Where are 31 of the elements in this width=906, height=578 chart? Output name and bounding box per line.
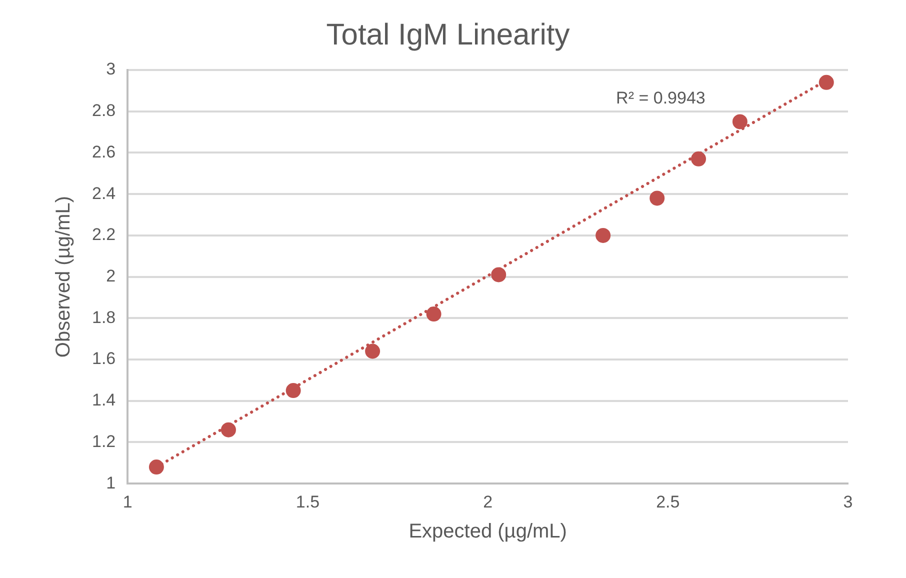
point bbox=[286, 383, 301, 398]
point bbox=[220, 422, 236, 438]
y-tick-label: 2.6 bbox=[92, 142, 116, 162]
point bbox=[596, 228, 611, 243]
y-tick-label: 1.2 bbox=[92, 432, 116, 451]
x-tick-label: 3 bbox=[843, 492, 853, 512]
y-tick-label: 1.6 bbox=[92, 349, 116, 368]
annotation: R² = 0.9943 bbox=[616, 88, 706, 108]
y-tick-label: 2.2 bbox=[92, 225, 116, 244]
x-tick-label: 1 bbox=[122, 492, 132, 512]
x-tick-label: 1.5 bbox=[296, 492, 320, 512]
y-tick-label: 1.4 bbox=[92, 390, 116, 410]
point bbox=[365, 344, 380, 359]
y-tick-label: 1.8 bbox=[92, 308, 116, 327]
point bbox=[650, 190, 665, 206]
y-tick-label: 2.4 bbox=[92, 184, 116, 203]
y-tick-label: 3 bbox=[106, 60, 116, 79]
point bbox=[691, 151, 706, 166]
point bbox=[818, 74, 834, 90]
y-tick-label: 1 bbox=[106, 473, 116, 492]
y-tick-label: 2.8 bbox=[92, 101, 116, 120]
x-tick-label: 2 bbox=[483, 492, 493, 512]
point bbox=[148, 460, 164, 475]
y-tick-label: 2 bbox=[106, 266, 116, 286]
y-axis-title: Observed (µg/mL) bbox=[52, 196, 75, 358]
x-tick-label: 2.5 bbox=[656, 492, 680, 512]
point bbox=[426, 306, 442, 322]
chart-title: Total IgM Linearity bbox=[326, 18, 570, 52]
x-axis-title: Expected (µg/mL) bbox=[408, 520, 567, 543]
point bbox=[732, 114, 748, 130]
point bbox=[491, 267, 506, 282]
